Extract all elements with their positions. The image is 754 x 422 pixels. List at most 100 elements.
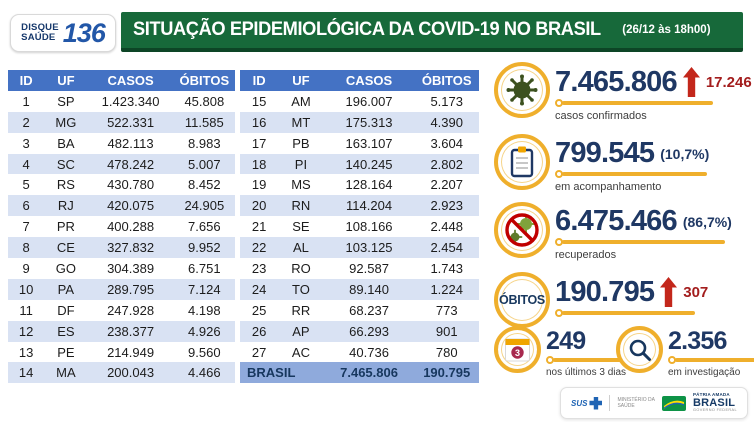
recovered-label: recuperados	[555, 249, 617, 261]
table-cell: 23	[251, 260, 267, 276]
table-row: 5 RS 430.780 8.452	[8, 174, 235, 195]
table-cell: 214.949	[107, 344, 155, 360]
table-cell: 5.007	[188, 156, 221, 172]
table-cell: AM	[291, 93, 311, 109]
brazil-flag-icon	[661, 395, 686, 411]
gold-underline	[546, 355, 654, 365]
table-cell: AP	[292, 323, 310, 339]
table-row: 6 RJ 420.075 24.905	[8, 195, 235, 217]
patria-amada-brasil-logo: PÁTRIA AMADA BRASIL GOVERNO FEDERAL	[693, 393, 737, 412]
column-header: CASOS	[107, 72, 154, 88]
confirmed-cases-label: casos confirmados	[555, 110, 647, 122]
table-row: 19 MS 128.164 2.207	[240, 174, 479, 195]
table-cell: MT	[291, 114, 311, 130]
table-cell: 11	[19, 302, 33, 318]
table-cell: 7	[22, 219, 30, 235]
table-row: 23 RO 92.587 1.743	[240, 258, 479, 279]
gold-underline	[668, 355, 754, 365]
table-cell: 13	[18, 344, 34, 360]
table-cell: 25	[251, 302, 267, 318]
table-row: 18 PI 140.245 2.802	[240, 153, 479, 175]
table-row: 2 MG 522.331 11.585	[8, 111, 235, 133]
table-cell: 6	[22, 198, 30, 214]
total-deaths: 190.795	[423, 365, 471, 381]
table-cell: 6.751	[188, 260, 221, 276]
table-row: 11 DF 247.928 4.198	[8, 300, 235, 321]
stat-monitoring: 799.545 (10,7%) em acompanhamento	[494, 134, 709, 193]
table-cell: 5	[22, 177, 30, 193]
table-row: 17 PB 163.107 3.604	[240, 133, 479, 154]
table-cell: 1.423.340	[101, 93, 160, 109]
column-header: ÓBITOS	[179, 72, 230, 88]
ministry-label: MINISTÉRIO DA SAÚDE	[617, 397, 655, 409]
brand-top-label: PÁTRIA AMADA	[692, 392, 730, 398]
table-cell: 7.656	[188, 219, 221, 235]
table-cell: RO	[291, 260, 311, 276]
table-cell: 4.926	[188, 323, 221, 339]
table-cell: 108.166	[345, 219, 393, 235]
table-cell: RJ	[57, 198, 74, 214]
table-cell: 19	[251, 177, 267, 193]
column-header: ÓBITOS	[421, 72, 472, 88]
magnifier-icon	[616, 326, 663, 373]
table-cell: RR	[291, 302, 311, 318]
table-cell: 15	[251, 93, 267, 109]
table-cell: 238.377	[107, 323, 155, 339]
table-cell: 18	[251, 156, 267, 172]
table-cell: 9.952	[188, 240, 221, 256]
table-cell: 3.604	[430, 135, 463, 151]
logo-word-saude: SAÚDE	[21, 32, 56, 43]
table-cell: 304.389	[107, 260, 155, 276]
table-cell: SP	[57, 93, 75, 109]
table-cell: AC	[291, 344, 310, 360]
government-logos-bar: SUS MINISTÉRIO DA SAÚDE PÁTRIA AMADA BRA…	[560, 387, 748, 419]
table-cell: 200.043	[107, 365, 155, 381]
table-cell: 247.928	[107, 302, 155, 318]
table-cell: 89.140	[349, 281, 389, 297]
table-cell: 773	[435, 302, 458, 318]
table-cell: 68.237	[349, 302, 389, 318]
table-cell: 12	[18, 323, 34, 339]
table-cell: BA	[57, 135, 75, 151]
disque-saude-label: DISQUE SAÚDE	[21, 23, 59, 42]
deaths-value: 190.795	[555, 275, 655, 308]
table-cell: 7.124	[188, 281, 221, 297]
total-cases: 7.465.806	[340, 365, 398, 381]
table-cell: 1.224	[430, 281, 463, 297]
table-row: 8 CE 327.832 9.952	[8, 237, 235, 259]
no-virus-icon	[494, 202, 550, 258]
table-row: 26 AP 66.293 901	[240, 320, 479, 342]
table-cell: 3	[22, 135, 30, 151]
table-cell: 289.795	[107, 281, 155, 297]
stat-recovered: 6.475.466 (86,7%) recuperados	[494, 202, 732, 261]
table-cell: 26	[251, 323, 267, 339]
gold-underline	[555, 237, 725, 247]
table-cell: 11.585	[184, 114, 224, 130]
divider	[609, 395, 611, 411]
table-cell: 45.808	[184, 93, 225, 109]
table-cell: 1.743	[430, 260, 463, 276]
table-row: 13 PE 214.949 9.560	[8, 342, 235, 363]
title-banner: SITUAÇÃO EPIDEMIOLÓGICA DA COVID-19 NO B…	[121, 12, 743, 52]
table-cell: 140.245	[345, 156, 393, 172]
stat-investigation: 2.356 em investigação	[616, 326, 754, 378]
deaths-delta: 307	[683, 283, 709, 301]
table-cell: 128.164	[345, 177, 393, 193]
monitoring-value: 799.545	[555, 137, 655, 169]
table-cell: 14	[18, 365, 34, 381]
total-row: BRASIL 7.465.806 190.795	[240, 362, 479, 384]
table-row: 15 AM 196.007 5.173	[240, 91, 479, 112]
table-cell: 196.007	[345, 93, 393, 109]
table-cell: 522.331	[107, 114, 155, 130]
table-cell: 430.780	[107, 177, 155, 193]
table-cell: PR	[56, 219, 75, 235]
sus-label: SUS	[571, 398, 588, 408]
logo-word-disque: DISQUE	[21, 22, 59, 34]
stat-deaths-last-3-days: 3 249 nos últimos 3 dias	[494, 326, 654, 378]
monitoring-percent: (10,7%)	[660, 145, 710, 162]
table-cell: 8.452	[188, 177, 221, 193]
table-cell: TO	[292, 281, 310, 297]
table-cell: ES	[57, 323, 75, 339]
table-row: 10 PA 289.795 7.124	[8, 278, 235, 300]
table-row: 14 MA 200.043 4.466	[8, 362, 235, 384]
